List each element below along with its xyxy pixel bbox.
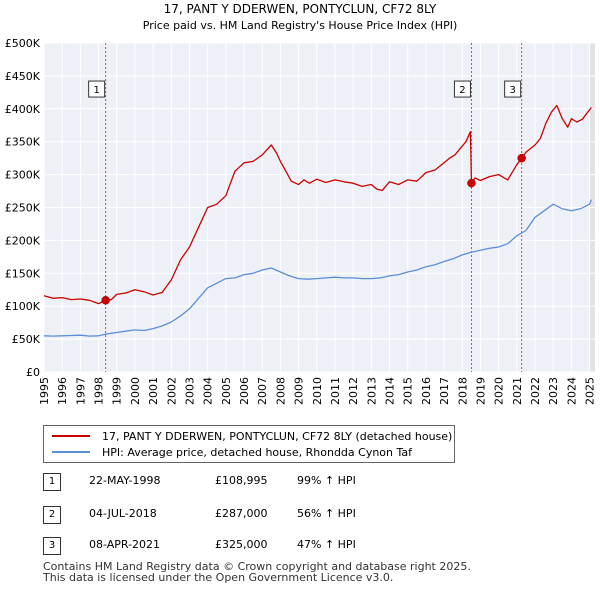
footer-copyright: Contains HM Land Registry data © Crown c…: [43, 560, 471, 573]
x-tick-label: 1998: [93, 377, 106, 405]
sale-number-box: [504, 80, 522, 98]
y-tick-label: £350K: [5, 136, 41, 149]
footer-licence: This data is licensed under the Open Gov…: [43, 571, 394, 584]
transaction-row: 1 22-MAY-1998 £108,995 99% ↑ HPI: [43, 473, 463, 491]
x-tick-label: 2005: [220, 377, 233, 405]
x-tick-label: 2011: [329, 377, 342, 405]
x-tick-label: 2020: [493, 377, 506, 405]
x-tick-label: 1995: [38, 377, 51, 405]
x-tick-label: 2022: [529, 377, 542, 405]
legend-swatch-property: [52, 435, 90, 437]
transaction-row: 3 08-APR-2021 £325,000 47% ↑ HPI: [43, 537, 463, 555]
x-tick-label: 2024: [565, 377, 578, 405]
sale-number-box: [453, 80, 471, 98]
transaction-badge: 3: [43, 537, 61, 555]
legend-entry-hpi: HPI: Average price, detached house, Rhon…: [52, 444, 412, 460]
x-tick-label: 2007: [256, 377, 269, 405]
x-tick-label: 2016: [420, 377, 433, 405]
transaction-hpi: 56% ↑ HPI: [297, 507, 356, 520]
x-tick-label: 2000: [129, 377, 142, 405]
transaction-date: 04-JUL-2018: [89, 507, 157, 520]
x-tick-label: 2021: [511, 377, 524, 405]
x-tick-label: 2010: [311, 377, 324, 405]
transaction-date: 22-MAY-1998: [89, 474, 161, 487]
hpi-line: [43, 199, 593, 337]
y-tick-label: £300K: [5, 169, 41, 182]
transaction-price: £287,000: [215, 507, 268, 520]
x-tick-label: 2014: [384, 377, 397, 405]
sale-number-label: 2: [459, 85, 465, 96]
x-tick-label: 2017: [438, 377, 451, 405]
y-tick-label: £0: [26, 366, 40, 379]
x-tick-label: 2012: [347, 377, 360, 405]
y-tick-label: £450K: [5, 70, 41, 83]
sale-number-box: [88, 80, 106, 98]
transaction-row: 2 04-JUL-2018 £287,000 56% ↑ HPI: [43, 506, 463, 524]
x-tick-label: 2013: [365, 377, 378, 405]
footer: Contains HM Land Registry data © Crown c…: [43, 561, 471, 583]
chart-subtitle: Price paid vs. HM Land Registry's House …: [143, 19, 458, 32]
y-tick-label: £500K: [5, 37, 41, 50]
x-tick-label: 2019: [474, 377, 487, 405]
x-tick-label: 1999: [111, 377, 124, 405]
sale-number-label: 3: [509, 85, 515, 96]
y-tick-label: £150K: [5, 267, 41, 280]
x-tick-label: 2009: [293, 377, 306, 405]
y-tick-label: £100K: [5, 300, 41, 313]
transaction-price: £325,000: [215, 538, 268, 551]
chart-title: 17, PANT Y DDERWEN, PONTYCLUN, CF72 8LY: [164, 2, 437, 16]
x-tick-label: 1997: [74, 377, 87, 405]
price-chart: 17, PANT Y DDERWEN, PONTYCLUN, CF72 8LY …: [5, 2, 597, 405]
x-tick-label: 2015: [402, 377, 415, 405]
transaction-hpi: 99% ↑ HPI: [297, 474, 356, 487]
sale-number-label: 1: [93, 85, 99, 96]
sale-point: [101, 296, 110, 305]
transaction-date: 08-APR-2021: [89, 538, 161, 551]
x-tick-label: 2001: [147, 377, 160, 405]
sale-point: [467, 178, 476, 188]
x-tick-label: 2018: [456, 377, 469, 405]
x-tick-label: 2006: [238, 377, 251, 405]
y-tick-label: £400K: [5, 103, 41, 116]
y-tick-label: £250K: [5, 202, 41, 215]
legend-label-hpi: HPI: Average price, detached house, Rhon…: [102, 445, 413, 459]
legend-label-property: 17, PANT Y DDERWEN, PONTYCLUN, CF72 8LY …: [102, 429, 453, 443]
sale-point: [517, 153, 526, 163]
y-tick-label: £50K: [12, 333, 41, 346]
x-tick-label: 2002: [165, 377, 178, 405]
transaction-price: £108,995: [215, 474, 268, 487]
x-tick-label: 2023: [547, 377, 560, 405]
transaction-hpi: 47% ↑ HPI: [297, 538, 356, 551]
x-tick-label: 2003: [183, 377, 196, 405]
transaction-badge: 2: [43, 506, 61, 524]
legend-entry-property: 17, PANT Y DDERWEN, PONTYCLUN, CF72 8LY …: [52, 428, 452, 444]
y-tick-label: £200K: [5, 234, 41, 247]
x-tick-label: 2025: [584, 377, 597, 405]
legend-swatch-hpi: [52, 451, 90, 453]
x-tick-label: 2008: [274, 377, 287, 405]
legend: 17, PANT Y DDERWEN, PONTYCLUN, CF72 8LY …: [43, 425, 455, 463]
transaction-badge: 1: [43, 473, 61, 491]
x-tick-label: 2004: [202, 377, 215, 405]
x-tick-label: 1996: [56, 377, 69, 405]
